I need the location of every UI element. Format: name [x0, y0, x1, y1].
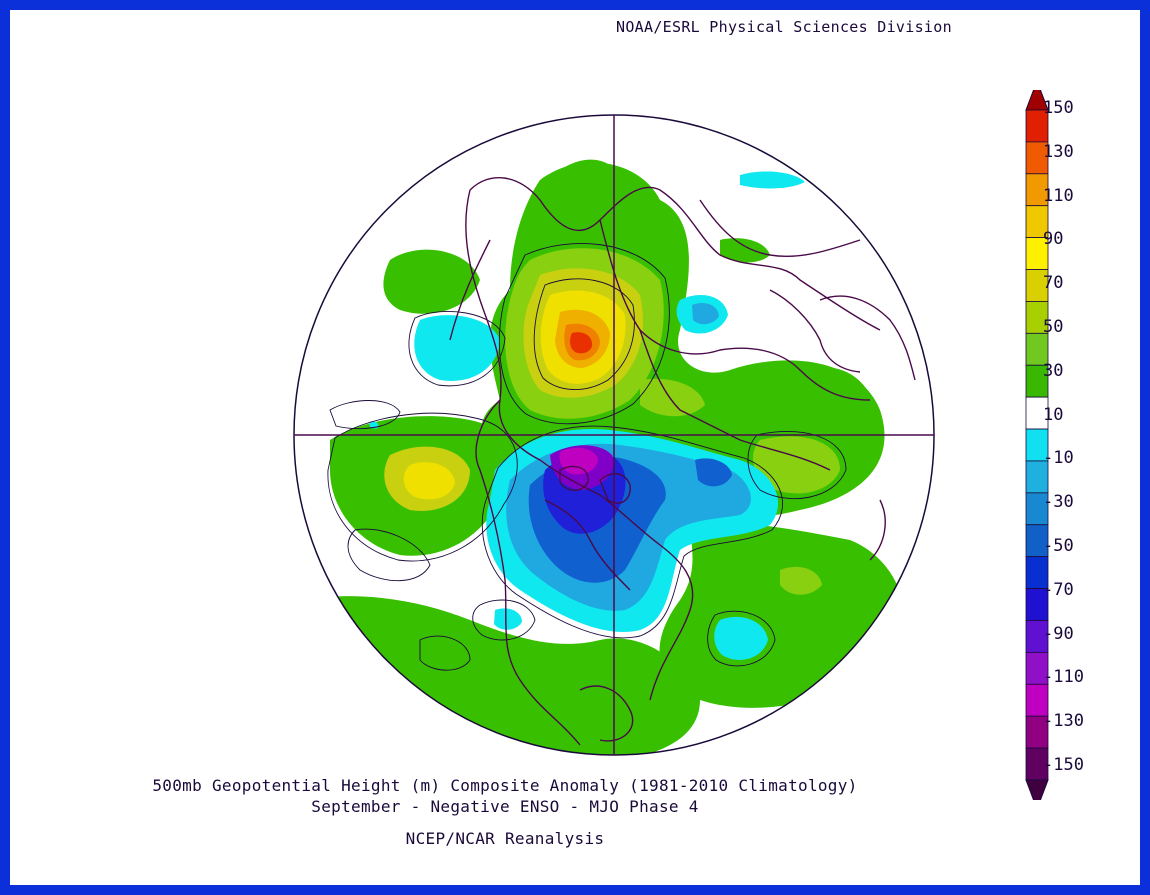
- colorbar-tick-label: 50: [1043, 317, 1064, 337]
- title-line-3: NCEP/NCAR Reanalysis: [405, 829, 605, 848]
- positive-anomaly-core: [384, 248, 840, 595]
- colorbar-tick-label: -90: [1043, 623, 1074, 644]
- negative-anomaly: [369, 171, 805, 660]
- colorbar-tick-label: 110: [1043, 185, 1074, 206]
- title-line-1: 500mb Geopotential Height (m) Composite …: [152, 776, 858, 795]
- colorbar-tick-label: 90: [1043, 229, 1064, 250]
- colorbar-tick-label: -10: [1043, 448, 1074, 469]
- colorbar-tick-label: 130: [1043, 141, 1074, 162]
- colorbar-tick-label: 70: [1043, 273, 1064, 294]
- colorbar-tick-label: -130: [1043, 711, 1084, 732]
- colorbar-tick-label: 10: [1043, 404, 1064, 425]
- colorbar-tick-label: -110: [1043, 667, 1084, 688]
- polar-map: [293, 114, 935, 756]
- title-line-2: September - Negative ENSO - MJO Phase 4: [311, 797, 699, 816]
- colorbar-tick-label: -30: [1043, 492, 1074, 513]
- colorbar-tick-label: 150: [1043, 98, 1074, 118]
- colorbar-min-arrow: [1025, 779, 1049, 800]
- coastlines: [449, 176, 916, 746]
- credit-label: NOAA/ESRL Physical Sciences Division: [616, 18, 952, 36]
- colorbar-tick-label: -70: [1043, 579, 1074, 600]
- colorbar-tick-label: -150: [1043, 755, 1084, 775]
- colorbar: [1025, 90, 1049, 800]
- colorbar-tick-label: 30: [1043, 360, 1064, 381]
- colorbar-tick-label: -50: [1043, 536, 1074, 556]
